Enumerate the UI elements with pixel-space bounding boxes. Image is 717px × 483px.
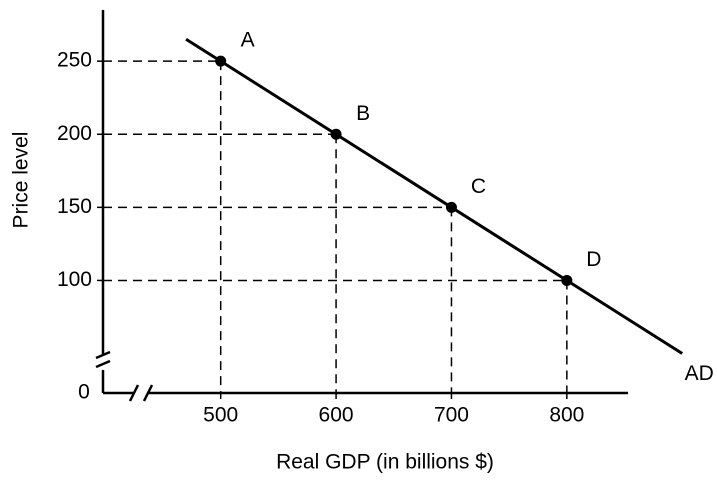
point-label: D (586, 248, 601, 271)
x-tick-label: 800 (549, 404, 584, 427)
y-tick-label: 250 (57, 49, 92, 72)
x-tick-label: 600 (319, 404, 354, 427)
curve-label: AD (685, 362, 714, 385)
y-tick-label: 150 (57, 195, 92, 218)
axis-break (95, 359, 111, 369)
axis-break (95, 350, 111, 360)
point-label: A (241, 29, 255, 52)
x-axis-title: Real GDP (in billions $) (276, 451, 494, 474)
point (215, 55, 227, 67)
y-tick-label: 200 (57, 122, 92, 145)
point-label: C (471, 175, 486, 198)
y-tick-label: 100 (57, 268, 92, 291)
origin-label: 0 (78, 381, 90, 404)
ad-curve (185, 37, 684, 355)
point (330, 128, 342, 140)
point (561, 274, 573, 286)
axis-break (142, 384, 154, 402)
axis-break (128, 384, 140, 402)
x-tick-label: 500 (203, 404, 238, 427)
point (445, 201, 457, 213)
point-label: B (356, 102, 370, 125)
y-axis-title: Price level (10, 132, 33, 229)
axes (95, 10, 628, 402)
x-tick-label: 700 (434, 404, 469, 427)
